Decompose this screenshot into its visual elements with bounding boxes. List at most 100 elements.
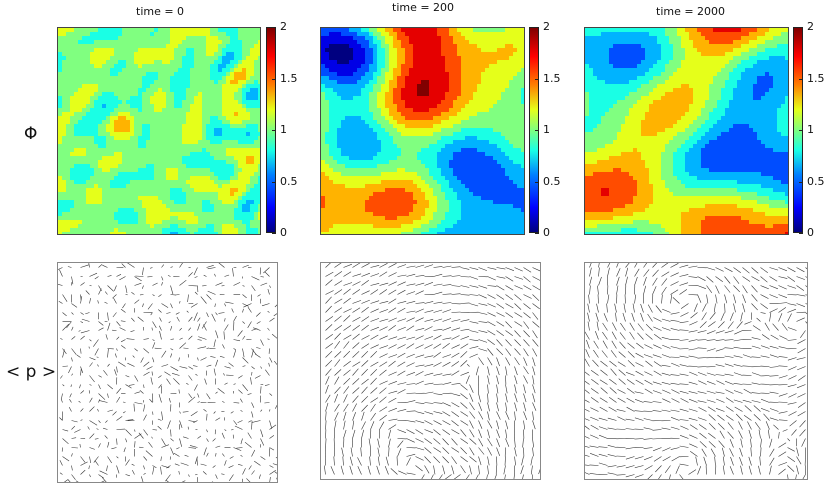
heatmap-cell — [190, 124, 195, 129]
heatmap-cell — [449, 40, 454, 45]
heatmap-cell — [186, 36, 191, 41]
heatmap-cell — [194, 228, 199, 233]
heatmap-cell — [94, 132, 99, 137]
heatmap-cell — [178, 28, 183, 33]
heatmap-cell — [150, 224, 155, 229]
heatmap-cell — [106, 116, 111, 121]
heatmap-cell — [393, 148, 398, 153]
heatmap-cell — [377, 36, 382, 41]
heatmap-cell — [449, 188, 454, 193]
heatmap-cell — [86, 228, 91, 233]
heatmap-cell — [62, 212, 67, 217]
heatmap-cell — [377, 76, 382, 81]
heatmap-cell — [206, 68, 211, 73]
heatmap-cell — [437, 120, 442, 125]
heatmap-cell — [142, 92, 147, 97]
heatmap-cell — [82, 212, 87, 217]
heatmap-cell — [178, 96, 183, 101]
heatmap-cell — [457, 36, 462, 41]
heatmap-cell — [429, 36, 434, 41]
heatmap-cell — [190, 88, 195, 93]
heatmap-cell — [457, 184, 462, 189]
heatmap-cell — [110, 216, 115, 221]
heatmap-cell — [417, 200, 422, 205]
heatmap-cell — [385, 32, 390, 37]
heatmap-cell — [114, 108, 119, 113]
heatmap-cell — [413, 64, 418, 69]
heatmap-cell — [325, 184, 330, 189]
heatmap-cell — [489, 36, 494, 41]
heatmap-cell — [417, 132, 422, 137]
heatmap-cell — [469, 60, 474, 65]
heatmap-cell — [146, 104, 151, 109]
heatmap-cell — [254, 200, 259, 205]
heatmap-cell — [214, 152, 219, 157]
heatmap-cell — [202, 212, 207, 217]
heatmap-cell — [461, 172, 466, 177]
heatmap-cell — [142, 56, 147, 61]
heatmap-cell — [106, 168, 111, 173]
heatmap-cell — [134, 28, 139, 33]
heatmap-cell — [437, 56, 442, 61]
heatmap-cell — [66, 168, 71, 173]
heatmap-cell — [74, 152, 79, 157]
heatmap-cell — [74, 192, 79, 197]
heatmap-cell — [106, 72, 111, 77]
heatmap-cell — [222, 52, 227, 57]
heatmap-cell — [453, 168, 458, 173]
heatmap-cell — [210, 188, 215, 193]
heatmap-cell — [150, 208, 155, 213]
heatmap-cell — [425, 132, 430, 137]
heatmap-cell — [373, 72, 378, 77]
heatmap-cell — [365, 172, 370, 177]
heatmap-cell — [86, 136, 91, 141]
heatmap-cell — [106, 160, 111, 165]
heatmap-cell — [517, 160, 522, 165]
heatmap-cell — [182, 100, 187, 105]
heatmap-cell — [337, 136, 342, 141]
heatmap-cell — [365, 196, 370, 201]
heatmap-cell — [110, 56, 115, 61]
heatmap-cell — [481, 92, 486, 97]
heatmap-cell — [126, 136, 131, 141]
heatmap-cell — [210, 136, 215, 141]
heatmap-cell — [373, 56, 378, 61]
heatmap-cell — [489, 148, 494, 153]
heatmap-cell — [106, 60, 111, 65]
heatmap-cell — [361, 104, 366, 109]
heatmap-cell — [142, 224, 147, 229]
heatmap-cell — [146, 188, 151, 193]
heatmap-cell — [98, 64, 103, 69]
heatmap-cell — [162, 96, 167, 101]
heatmap-cell — [521, 156, 524, 161]
heatmap-cell — [202, 92, 207, 97]
heatmap-cell — [166, 192, 171, 197]
heatmap-cell — [246, 192, 251, 197]
heatmap-cell — [94, 108, 99, 113]
heatmap-cell — [321, 100, 326, 105]
heatmap-cell — [182, 56, 187, 61]
heatmap-cell — [234, 32, 239, 37]
heatmap-cell — [413, 48, 418, 53]
heatmap-cell — [230, 44, 235, 49]
heatmap-cell — [222, 132, 227, 137]
heatmap-cell — [381, 132, 386, 137]
heatmap-cell — [114, 132, 119, 137]
heatmap-cell — [226, 76, 231, 81]
heatmap-cell — [417, 112, 422, 117]
heatmap-cell — [102, 132, 107, 137]
heatmap-cell — [82, 184, 87, 189]
heatmap-cell — [166, 144, 171, 149]
heatmap-cell — [166, 104, 171, 109]
heatmap-cell — [114, 72, 119, 77]
heatmap-cell — [421, 108, 426, 113]
heatmap-cell — [210, 168, 215, 173]
heatmap-cell — [433, 84, 438, 89]
heatmap-cell — [162, 152, 167, 157]
heatmap-cell — [190, 132, 195, 137]
heatmap-cell — [138, 228, 143, 233]
heatmap-cell — [373, 152, 378, 157]
heatmap-cell — [206, 112, 211, 117]
heatmap-cell — [82, 84, 87, 89]
heatmap-cell — [78, 88, 83, 93]
